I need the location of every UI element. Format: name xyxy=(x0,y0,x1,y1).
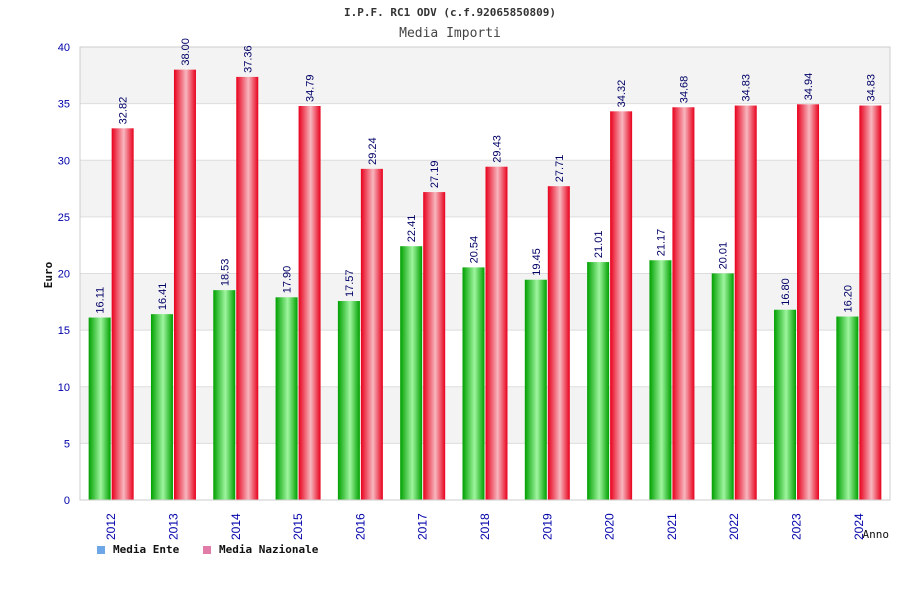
y-axis-label: Euro xyxy=(42,261,55,288)
bar-media-ente xyxy=(462,267,485,500)
y-tick-label: 25 xyxy=(58,212,70,224)
plot-band xyxy=(80,273,890,331)
x-tick-label: 2015 xyxy=(291,513,305,540)
data-label-media-ente: 18.53 xyxy=(219,259,231,287)
bar-media-nazionale xyxy=(672,107,695,501)
data-label-media-ente: 22.41 xyxy=(406,215,418,243)
x-tick-label: 2022 xyxy=(727,513,741,540)
data-label-media-ente: 19.45 xyxy=(531,248,543,276)
data-label-media-ente: 20.01 xyxy=(718,242,730,270)
y-tick-label: 40 xyxy=(58,42,70,54)
bar-media-ente xyxy=(649,260,672,500)
bar-media-ente xyxy=(400,246,423,500)
data-label-media-ente: 21.01 xyxy=(593,231,605,259)
bar-media-nazionale xyxy=(797,104,820,500)
data-label-media-nazionale: 27.19 xyxy=(429,161,441,189)
axes: 0 5 10 15 20 25 30 35 40 2012 2013 2014 2015 2016 2017… xyxy=(58,42,891,540)
chart-title: I.P.F. RC1 ODV (c.f.92065850809) xyxy=(344,6,556,19)
bar-media-nazionale xyxy=(734,105,757,501)
data-label-media-ente: 20.54 xyxy=(469,236,481,264)
bar-media-ente xyxy=(150,314,173,500)
legend-label-ente: Media Ente xyxy=(113,543,180,556)
data-label-media-nazionale: 37.36 xyxy=(242,45,254,73)
bar-media-ente xyxy=(337,301,360,500)
bar-media-ente xyxy=(524,279,547,500)
data-label-media-nazionale: 34.32 xyxy=(616,80,628,108)
x-tick-label: 2020 xyxy=(603,513,617,540)
data-label-media-ente: 16.11 xyxy=(95,287,107,314)
bar-media-nazionale xyxy=(298,106,321,501)
x-tick-label: 2019 xyxy=(540,513,554,540)
data-label-media-nazionale: 34.79 xyxy=(305,74,317,102)
y-tick-label: 0 xyxy=(64,495,70,507)
data-label-media-ente: 17.90 xyxy=(282,266,294,294)
chart-subtitle: Media Importi xyxy=(399,26,501,41)
data-labels: 16.11 32.82 16.41 38.00 18.53 37.36 17.90 34.79… xyxy=(95,38,878,313)
bar-media-ente xyxy=(587,262,610,500)
bar-media-ente xyxy=(213,290,236,500)
x-tick-label: 2018 xyxy=(478,513,492,540)
y-tick-label: 5 xyxy=(64,438,70,450)
data-label-media-nazionale: 34.94 xyxy=(803,73,815,101)
data-label-media-nazionale: 34.83 xyxy=(741,74,753,102)
bars xyxy=(88,69,882,501)
x-tick-label: 2014 xyxy=(229,513,243,540)
legend-item-media-nazionale: Media Nazionale xyxy=(203,543,318,556)
y-tick-label: 30 xyxy=(58,155,70,167)
x-tick-label: 2012 xyxy=(104,513,118,540)
data-label-media-ente: 16.80 xyxy=(780,278,792,306)
data-label-media-nazionale: 38.00 xyxy=(180,38,192,66)
bar-media-nazionale xyxy=(610,111,633,501)
x-axis-label: Anno xyxy=(863,528,890,541)
bar-media-ente xyxy=(275,297,298,500)
legend-swatch-nazionale xyxy=(203,545,211,554)
data-label-media-nazionale: 29.43 xyxy=(492,135,504,163)
data-label-media-nazionale: 34.68 xyxy=(678,76,690,104)
plot-band xyxy=(80,216,890,274)
plot-band xyxy=(80,386,890,444)
x-tick-label: 2023 xyxy=(790,513,804,540)
bar-media-ente xyxy=(774,309,797,500)
bar-media-ente xyxy=(88,317,111,500)
legend-label-nazionale: Media Nazionale xyxy=(219,543,319,556)
bar-media-nazionale xyxy=(859,105,882,501)
x-tick-label: 2024 xyxy=(852,513,866,540)
data-label-media-ente: 16.41 xyxy=(157,283,169,311)
data-label-media-ente: 17.57 xyxy=(344,269,356,297)
data-label-media-ente: 16.20 xyxy=(842,285,854,313)
legend-swatch-ente xyxy=(97,545,105,554)
data-label-media-nazionale: 32.82 xyxy=(118,97,130,125)
bar-media-nazionale xyxy=(423,192,446,501)
data-label-media-ente: 21.17 xyxy=(655,229,667,257)
plot-band xyxy=(80,330,890,387)
legend-item-media-ente: Media Ente xyxy=(97,543,179,556)
y-tick-label: 35 xyxy=(58,99,70,111)
plot-band xyxy=(80,103,890,161)
plot-band xyxy=(80,47,890,104)
x-tick-label: 2013 xyxy=(166,513,180,540)
plot-band xyxy=(80,160,890,217)
x-tick-label: 2016 xyxy=(353,513,367,540)
data-label-media-nazionale: 29.24 xyxy=(367,137,379,165)
data-label-media-nazionale: 27.71 xyxy=(554,155,566,183)
bar-media-nazionale xyxy=(236,76,259,500)
y-tick-label: 15 xyxy=(58,325,70,337)
bar-media-nazionale xyxy=(485,166,508,500)
bar-media-nazionale xyxy=(547,186,570,500)
plot-band xyxy=(80,443,890,500)
y-tick-label: 20 xyxy=(58,269,70,281)
bar-media-nazionale xyxy=(111,128,134,500)
x-tick-label: 2021 xyxy=(665,513,679,540)
data-label-media-nazionale: 34.83 xyxy=(865,74,877,102)
bar-media-ente xyxy=(711,273,734,500)
bar-media-ente xyxy=(836,316,859,500)
bar-media-nazionale xyxy=(173,69,196,501)
plot-frame xyxy=(79,46,891,501)
y-tick-label: 10 xyxy=(58,382,70,394)
bar-media-nazionale xyxy=(360,168,383,500)
x-tick-label: 2017 xyxy=(416,513,430,540)
